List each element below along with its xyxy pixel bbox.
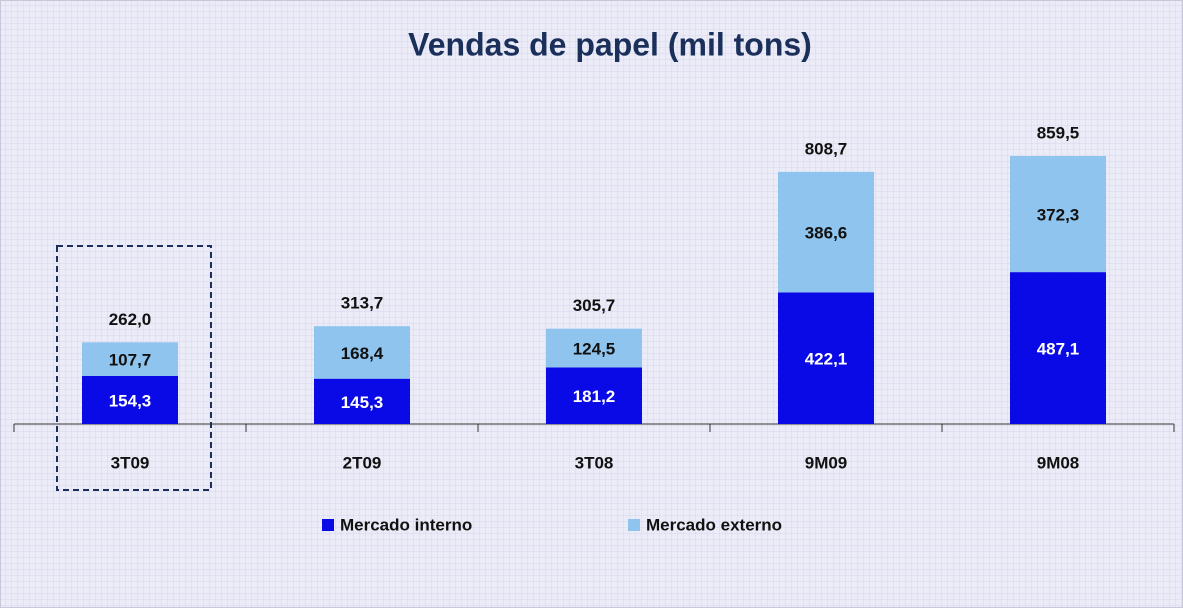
x-tick-label: 9M08: [1037, 453, 1080, 472]
bar-segment: [82, 375, 178, 424]
legend-swatch: [322, 519, 334, 531]
data-label: 107,7: [109, 351, 152, 370]
total-label: 808,7: [805, 139, 848, 158]
x-tick-label: 3T09: [111, 453, 150, 472]
total-label: 262,0: [109, 310, 152, 329]
total-label: 313,7: [341, 294, 384, 313]
data-label: 124,5: [573, 340, 616, 359]
data-label: 181,2: [573, 387, 616, 406]
x-tick-label: 2T09: [343, 453, 382, 472]
bar-segment: [314, 326, 410, 379]
bar-segment: [1010, 272, 1106, 424]
data-label: 422,1: [805, 350, 848, 369]
data-label: 154,3: [109, 391, 152, 410]
chart-title: Vendas de papel (mil tons): [408, 26, 812, 62]
bar-segment: [314, 378, 410, 424]
bar-segment: [778, 292, 874, 424]
legend-label: Mercado interno: [340, 515, 472, 534]
total-label: 305,7: [573, 296, 616, 315]
legend-label: Mercado externo: [646, 515, 782, 534]
bar-segment: [546, 367, 642, 424]
bar-segment: [778, 171, 874, 293]
data-label: 168,4: [341, 344, 384, 363]
bar-segment: [546, 328, 642, 368]
x-tick-label: 3T08: [575, 453, 614, 472]
bar-segment: [1010, 156, 1106, 273]
x-tick-label: 9M09: [805, 453, 848, 472]
total-label: 859,5: [1037, 123, 1080, 142]
data-label: 372,3: [1037, 206, 1080, 225]
data-label: 487,1: [1037, 340, 1080, 359]
legend-swatch: [628, 519, 640, 531]
data-label: 145,3: [341, 393, 384, 412]
data-label: 386,6: [805, 224, 848, 243]
bar-segment: [82, 342, 178, 376]
highlight-box: [56, 245, 212, 491]
